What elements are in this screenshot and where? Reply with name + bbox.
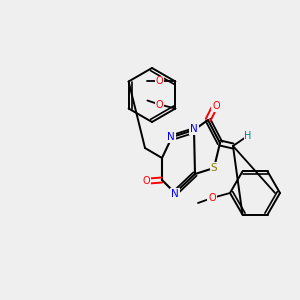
- Text: N: N: [171, 189, 179, 199]
- Text: O: O: [212, 101, 220, 111]
- Text: O: O: [208, 193, 216, 203]
- Text: O: O: [156, 100, 163, 110]
- Text: H: H: [244, 131, 252, 141]
- Text: O: O: [156, 76, 163, 86]
- Text: S: S: [211, 163, 217, 173]
- Text: N: N: [190, 124, 198, 134]
- Text: N: N: [167, 132, 175, 142]
- Text: O: O: [142, 176, 150, 186]
